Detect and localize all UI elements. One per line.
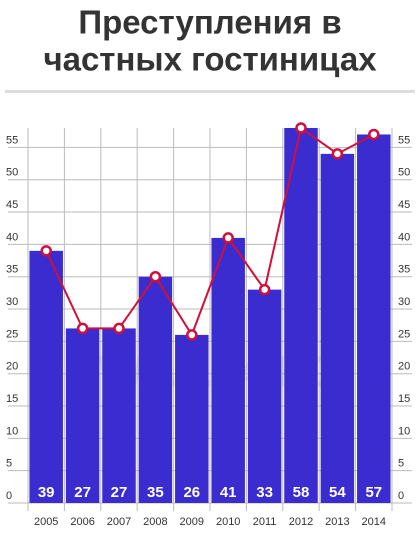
y-tick-label: 50 [398,167,410,179]
line-point [222,232,234,244]
chart-title: частных гостиницах [43,41,377,78]
bar [320,153,355,504]
y-tick-label: 10 [398,425,410,437]
y-tick-label: 30 [6,296,18,308]
chart-title: Преступления в [78,4,341,41]
y-tick-label: 35 [398,264,410,276]
bar [357,134,391,503]
value-label: 27 [111,484,128,501]
y-tick-label: 40 [398,231,410,243]
line-point [76,322,89,335]
x-tick-label: 2011 [253,516,277,528]
value-label: 33 [256,484,273,501]
value-label: 35 [147,484,164,501]
y-tick-label: 25 [6,328,18,340]
y-tick-label: 45 [398,199,410,211]
line-point [149,270,162,283]
x-tick-label: 2006 [70,516,94,528]
bar [138,276,173,503]
x-tick-label: 2010 [216,516,240,528]
y-tick-label: 45 [6,199,18,211]
y-tick-label: 15 [398,393,410,405]
y-tick-label: 5 [6,458,12,470]
x-tick-label: 2008 [143,516,167,528]
bar [284,128,318,503]
y-tick-label: 5 [398,458,404,470]
value-label: 39 [38,484,55,501]
x-tick-label: 2005 [34,516,58,528]
y-tick-label: 20 [398,361,410,373]
bar [175,334,209,503]
line-point [113,322,125,335]
y-tick-label: 35 [6,264,18,276]
bar [29,250,63,503]
x-tick-label: 2013 [325,516,349,528]
y-tick-label: 55 [6,134,18,146]
value-label: 57 [365,484,382,501]
y-tick-label: 0 [398,490,404,502]
y-tick-label: 15 [6,393,18,405]
y-tick-label: 30 [398,296,410,308]
x-tick-label: 2009 [180,516,204,528]
line-point [295,122,307,134]
x-tick-label: 2007 [107,516,131,528]
line-point [331,148,344,160]
bar [65,328,100,503]
bar [247,289,282,503]
line-point [368,128,380,141]
y-tick-label: 40 [6,231,18,243]
y-tick-label: 55 [398,134,410,146]
bar [211,237,245,503]
value-label: 54 [329,484,346,501]
value-label: 58 [293,484,310,501]
bar [102,328,136,503]
y-tick-label: 0 [6,490,12,502]
separator [5,90,415,93]
y-tick-label: 50 [6,167,18,179]
value-label: 26 [183,484,200,501]
line [45,126,375,338]
x-tick-label: 2012 [289,516,313,528]
line-point [186,329,198,341]
value-label: 27 [74,484,91,501]
x-tick-label: 2014 [362,516,386,528]
line-point [258,283,271,296]
value-label: 41 [220,484,237,501]
y-tick-label: 25 [398,328,410,340]
y-tick-label: 10 [6,425,18,437]
line-point [40,245,52,257]
y-tick-label: 20 [6,361,18,373]
